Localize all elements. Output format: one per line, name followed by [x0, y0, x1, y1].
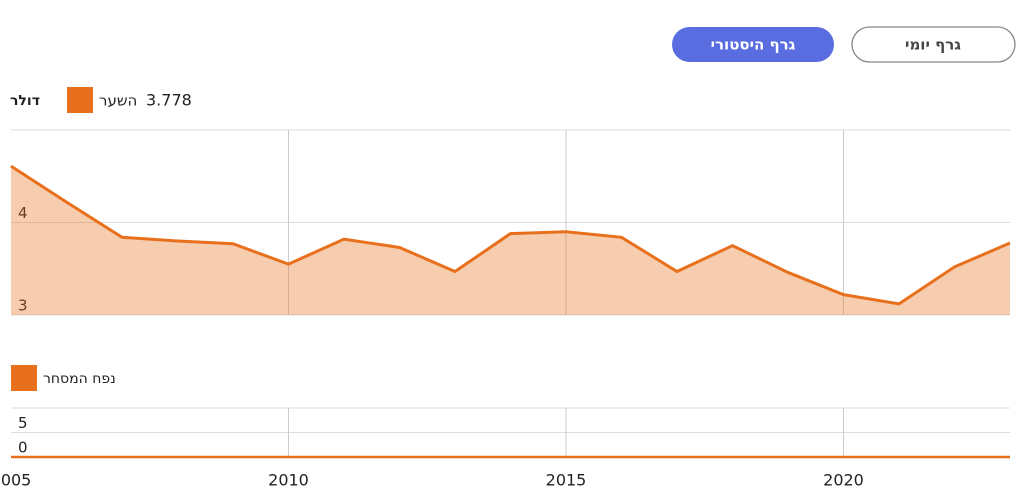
y-tick-label: 4	[18, 204, 28, 222]
x-tick-label: 2005	[0, 471, 31, 490]
y-tick-label: 0	[18, 439, 28, 457]
y-tick-label: 5	[18, 414, 28, 432]
x-tick-label: 2015	[546, 471, 587, 490]
area	[11, 166, 1010, 315]
legend-value: 3.778	[146, 91, 192, 110]
legend-label: נפח המסחר	[43, 371, 116, 387]
y-tick-label: 3	[18, 297, 28, 315]
x-tick-label: 2010	[268, 471, 309, 490]
history-tab[interactable]	[672, 27, 834, 62]
history-tab-label[interactable]: גרף היסטורי	[711, 36, 796, 54]
daily-tab-label[interactable]: גרף יומי	[905, 36, 961, 54]
unit-label: דולר	[10, 93, 40, 109]
legend-swatch	[11, 365, 37, 391]
legend-swatch	[67, 87, 93, 113]
line	[10, 164, 1011, 306]
x-tick-label: 2020	[823, 471, 864, 490]
daily-tab[interactable]	[851, 26, 1016, 63]
legend-label: השער	[99, 92, 137, 110]
